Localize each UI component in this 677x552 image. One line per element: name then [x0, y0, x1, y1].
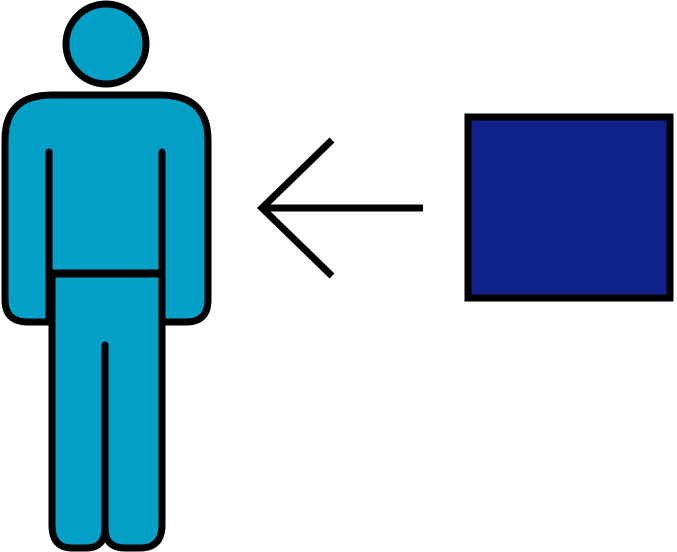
person-icon — [1, 0, 212, 552]
arrow-head — [256, 137, 335, 279]
square-box — [464, 113, 674, 302]
person-head — [62, 0, 150, 88]
arrow-left-icon — [256, 137, 423, 279]
